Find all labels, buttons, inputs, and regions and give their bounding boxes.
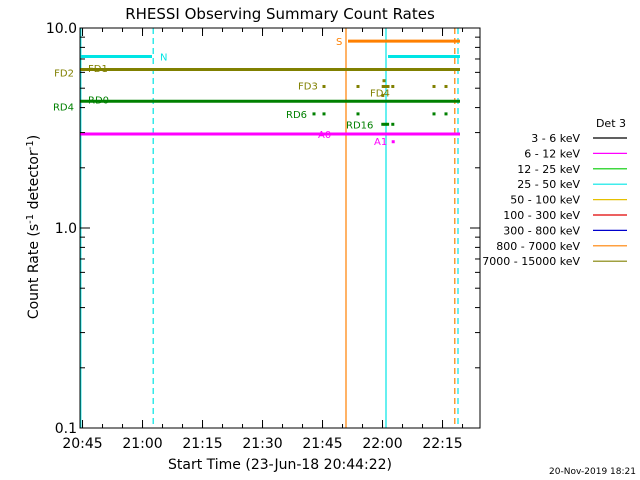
dot-0-7 <box>444 84 448 88</box>
x-tick-label-2: 21:15 <box>182 436 222 452</box>
plot-marks <box>80 28 460 428</box>
y-tick-label-2: 10.0 <box>46 21 77 37</box>
dot-0-5 <box>391 84 395 88</box>
dot-4-1 <box>383 122 387 126</box>
dot-3-2 <box>356 112 360 116</box>
annotation-3: FD3 <box>298 82 318 93</box>
annotation-7: RD16 <box>346 120 373 131</box>
legend-label-0: 3 - 6 keV <box>531 132 580 145</box>
annotation-9: A1 <box>374 137 387 148</box>
dot-0-0 <box>322 84 326 88</box>
dot-3-3 <box>432 112 436 116</box>
annotation-1: S <box>336 37 342 48</box>
annotation-4: FD4 <box>370 89 390 100</box>
y-axis: 0.1 1.0 10.0 <box>46 21 480 437</box>
legend-label-5: 100 - 300 keV <box>503 209 580 222</box>
y-axis-label-main: Count Rate (s <box>26 224 42 319</box>
dot-5-0 <box>391 140 395 144</box>
legend-label-7: 800 - 7000 keV <box>496 240 580 253</box>
chart-title: RHESSI Observing Summary Count Rates <box>125 5 435 23</box>
dot-3-1 <box>322 112 326 116</box>
y-axis-label-sup2: -1 <box>25 140 36 150</box>
x-tick-label-0: 20:45 <box>62 436 102 452</box>
y-tick-label-1: 1.0 <box>55 221 77 237</box>
dot-0-3 <box>384 84 388 88</box>
x-axis-label: Start Time (23-Jun-18 20:44:22) <box>168 457 392 473</box>
dot-2-0 <box>381 93 385 97</box>
legend-label-6: 300 - 800 keV <box>503 224 580 237</box>
dot-4-3 <box>391 122 395 126</box>
dot-4-0 <box>381 122 385 126</box>
annotation-8: A0 <box>318 130 331 141</box>
annotation-6: RD6 <box>286 110 307 121</box>
annotation-2: FD1 <box>88 64 108 75</box>
left-label-1: RD4 <box>53 103 74 114</box>
y-axis-label-mid: detector <box>26 150 42 214</box>
y-tick-label-0: 0.1 <box>55 421 77 437</box>
dot-1-0 <box>382 79 386 83</box>
dot-0-6 <box>432 84 436 88</box>
x-axis: 20:45 21:00 21:15 21:30 21:45 22:00 22:15 <box>62 28 464 452</box>
annotation-0: N <box>160 53 167 64</box>
legend-label-1: 6 - 12 keV <box>524 147 580 160</box>
plot-annotations: N S FD1 FD3 FD4 RD0 RD6 RD16 A0 A1 FD2 RD4 <box>53 37 390 148</box>
x-tick-label-3: 21:30 <box>242 436 282 452</box>
legend-title: Det 3 <box>596 117 626 130</box>
dot-0-1 <box>356 84 360 88</box>
plot-frame <box>79 27 481 429</box>
footer-date: 20-Nov-2019 18:21 <box>549 467 636 477</box>
dot-0-4 <box>386 84 390 88</box>
left-label-0: FD2 <box>54 68 74 79</box>
y-axis-label-sup1: -1 <box>25 214 36 224</box>
legend-label-8: 7000 - 15000 keV <box>482 255 580 268</box>
dot-0-2 <box>381 84 385 88</box>
dot-4-2 <box>386 122 390 126</box>
x-tick-label-1: 21:00 <box>122 436 162 452</box>
x-tick-label-4: 21:45 <box>302 436 342 452</box>
x-tick-label-5: 22:00 <box>362 436 402 452</box>
dot-3-0 <box>312 112 316 116</box>
legend-label-4: 50 - 100 keV <box>510 194 580 207</box>
legend-label-2: 12 - 25 keV <box>517 163 580 176</box>
x-tick-label-6: 22:15 <box>422 436 462 452</box>
y-axis-label-end: ) <box>26 135 42 140</box>
legend-label-3: 25 - 50 keV <box>517 178 580 191</box>
legend: Det 3 3 - 6 keV 6 - 12 keV 12 - 25 keV 25 -… <box>482 117 627 268</box>
annotation-5: RD0 <box>88 95 109 106</box>
dot-3-4 <box>444 112 448 116</box>
y-axis-label: Count Rate (s-1 detector-1) <box>25 135 42 319</box>
